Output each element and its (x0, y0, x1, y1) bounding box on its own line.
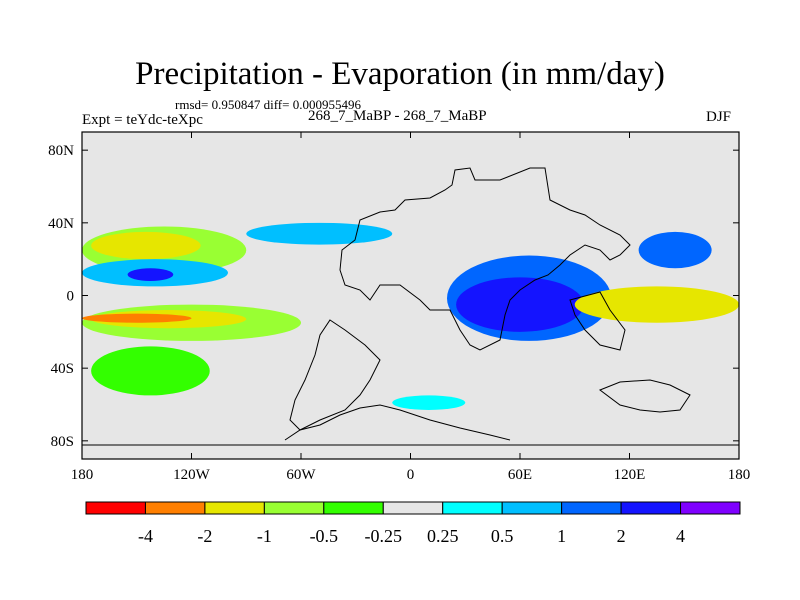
pe-region-10 (456, 277, 584, 332)
colorbar-label-4: -0.25 (365, 526, 403, 546)
colorbar-swatch-0 (85, 501, 146, 515)
x-tick-label-0: 180 (71, 467, 94, 483)
colorbar-label-2: -1 (257, 526, 272, 546)
colorbar-swatch-2 (204, 501, 265, 515)
experiment-label: Expt = teYdc-teXpc (82, 112, 203, 128)
colorbar-label-6: 0.5 (491, 526, 514, 546)
colorbar: -4 -2 -1 -0.5 -0.25 0.25 0.5 1 2 4 (85, 501, 741, 546)
colorbar-label-7: 1 (557, 526, 566, 546)
pe-region-7 (127, 268, 174, 281)
y-tick-label-1: 40N (48, 216, 74, 232)
colorbar-swatch-5 (382, 501, 444, 515)
pe-region-12 (574, 286, 739, 323)
colorbar-label-5: 0.25 (427, 526, 459, 546)
colorbar-label-9: 4 (676, 526, 685, 546)
x-tick-label-4: 60E (508, 467, 532, 483)
map-plot-area (82, 132, 739, 459)
colorbar-swatch-9 (620, 501, 682, 515)
pe-region-4 (82, 313, 192, 323)
colorbar-swatch-6 (442, 501, 503, 515)
x-tick-label-6: 180 (728, 467, 751, 483)
rmsd-diff-label: rmsd= 0.950847 diff= 0.000955496 (175, 97, 361, 112)
pe-region-14 (392, 395, 466, 410)
pe-region-5 (91, 346, 210, 396)
colorbar-swatch-10 (680, 501, 741, 515)
colorbar-swatch-4 (323, 501, 384, 515)
colorbar-label-8: 2 (617, 526, 626, 546)
colorbar-label-0: -4 (138, 526, 153, 546)
x-tick-label-3: 0 (407, 467, 415, 483)
coastline (82, 167, 739, 446)
pe-region-8 (246, 222, 393, 245)
y-tick-label-3: 40S (51, 361, 74, 377)
y-tick-label-0: 80N (48, 143, 74, 159)
colorbar-swatch-3 (263, 501, 325, 515)
y-tick-label-4: 80S (51, 434, 74, 450)
colorbar-swatch-7 (501, 501, 563, 515)
y-tick-label-2: 0 (67, 289, 75, 305)
colorbar-label-1: -2 (197, 526, 212, 546)
chart-title: Precipitation - Evaporation (in mm/day) (135, 56, 665, 92)
pe-region-1 (91, 231, 201, 260)
x-tick-label-1: 120W (173, 467, 211, 483)
x-tick-label-5: 120E (614, 467, 646, 483)
season-label: DJF (706, 109, 732, 125)
pe-region-13 (638, 231, 712, 269)
colorbar-swatch-8 (561, 501, 622, 515)
x-tick-label-2: 60W (286, 467, 316, 483)
colorbar-swatch-1 (144, 501, 206, 515)
run-comparison-label: 268_7_MaBP - 268_7_MaBP (308, 108, 487, 124)
colorbar-label-3: -0.5 (310, 526, 339, 546)
